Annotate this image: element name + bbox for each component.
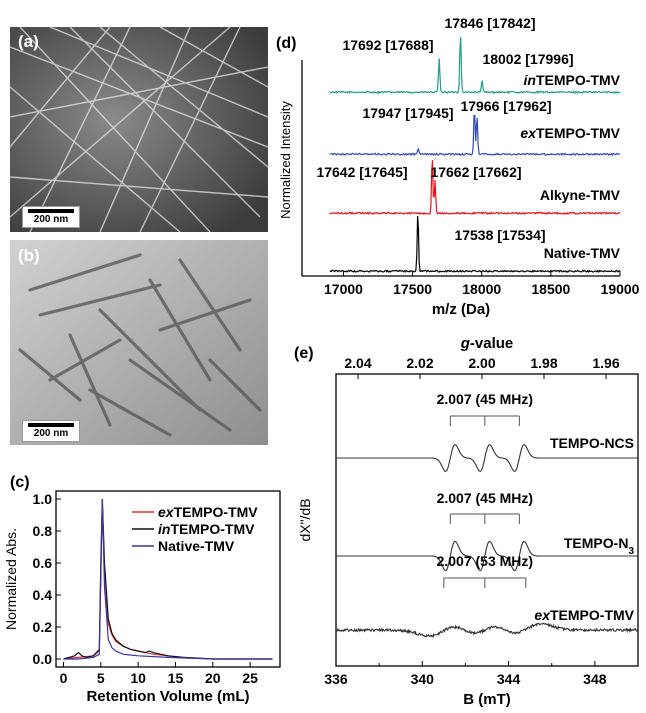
x-axis-label: Retention Volume (mL) xyxy=(86,688,249,705)
series-label: Alkyne-TMV xyxy=(540,187,621,203)
panel-label-e: (e) xyxy=(294,345,314,362)
x-tick-label: 18500 xyxy=(531,281,570,297)
y-tick-label: 0.0 xyxy=(33,651,53,667)
tem-image-b-texture xyxy=(10,240,268,445)
spectrum-Native-TMV xyxy=(329,215,621,273)
series-line-inTEMPO-TMV xyxy=(63,498,273,660)
x-tick-label: 344 xyxy=(497,671,521,687)
x-tick-label: 5 xyxy=(97,670,105,686)
scale-bar-line xyxy=(28,209,74,213)
x-tick-label: 20 xyxy=(205,670,221,686)
legend-entry: exTEMPO-TMV xyxy=(158,504,258,520)
spectrum-Alkyne-TMV xyxy=(329,160,620,216)
peak-annotation: 17692 [17688] xyxy=(342,37,433,53)
panel-label-d: (d) xyxy=(276,35,296,52)
x-axis-label: B (mT) xyxy=(463,691,511,708)
x-tick-label: 0 xyxy=(60,670,68,686)
chart-c-retention: (c) 0 5 10 15 20 25 0.0 0.2 0.4 0.6 0.8 1.0 Retention… xyxy=(3,474,281,705)
chart-e-epr: (e) g-value 2.04 2.02 2.00 1.98 1.96 336 340 344 3… xyxy=(294,335,639,708)
epr-spectrum-exTEMPO-TMV xyxy=(335,622,638,639)
x-axis-label: m/z (Da) xyxy=(432,301,490,318)
x-tick-label: 340 xyxy=(411,671,435,687)
top-tick-label: 2.02 xyxy=(406,355,433,371)
x-tick-label: 19000 xyxy=(601,281,640,297)
y-axis-label: Normalized Abs. xyxy=(3,528,19,630)
plot-frame xyxy=(55,490,281,668)
panel-label-c: (c) xyxy=(10,474,30,491)
x-tick-label: 25 xyxy=(242,670,258,686)
y-tick-label: 0.8 xyxy=(33,523,53,539)
peak-annotation: 17966 [17962] xyxy=(460,98,551,114)
epr-spectrum-TEMPO-NCS xyxy=(336,444,638,472)
scale-bar-a: 200 nm xyxy=(22,206,80,228)
series-label: exTEMPO-TMV xyxy=(520,125,620,141)
y-tick-label: 0.6 xyxy=(33,555,53,571)
x-tick-label: 10 xyxy=(130,670,146,686)
series-line-Native-TMV xyxy=(63,498,273,660)
hyperfine-annotation: 2.007 (53 MHz) xyxy=(437,553,533,569)
scale-bar-label: 200 nm xyxy=(33,214,69,225)
peak-annotation: 18002 [17996] xyxy=(482,51,573,67)
x-tick-label: 15 xyxy=(168,670,184,686)
spectrum-exTEMPO-TMV xyxy=(329,114,621,157)
tem-image-a-texture xyxy=(10,27,268,232)
series-label: Native-TMV xyxy=(544,245,621,261)
top-tick-label: 2.00 xyxy=(468,355,495,371)
top-tick-label: 2.04 xyxy=(344,355,371,371)
y-tick-label: 0.2 xyxy=(33,619,53,635)
legend-entry: Native-TMV xyxy=(158,538,235,554)
peak-annotation: 17642 [17645] xyxy=(316,164,407,180)
scale-bar-line xyxy=(28,423,74,427)
top-tick-label: 1.98 xyxy=(530,355,557,371)
top-axis-label: g-value xyxy=(460,335,514,352)
x-tick-label: 348 xyxy=(583,671,607,687)
x-tick-label: 18000 xyxy=(462,281,501,297)
panel-label-a: (a) xyxy=(18,32,39,51)
y-tick-label: 0.4 xyxy=(33,587,53,603)
series-label: TEMPO-NCS xyxy=(550,435,634,451)
y-axis-label: dX"/dB xyxy=(297,498,313,541)
tem-image-a xyxy=(10,27,268,232)
series-label: exTEMPO-TMV xyxy=(534,607,634,623)
scale-bar-label: 200 nm xyxy=(33,428,69,439)
scale-bar-b: 200 nm xyxy=(22,420,80,442)
hyperfine-annotation: 2.007 (45 MHz) xyxy=(437,391,533,407)
top-tick-label: 1.96 xyxy=(592,355,619,371)
peak-annotation: 17662 [17662] xyxy=(430,164,521,180)
peak-annotation: 17947 [17945] xyxy=(362,105,453,121)
peak-annotation: 17538 [17534] xyxy=(454,227,545,243)
series-label: inTEMPO-TMV xyxy=(524,72,621,88)
x-tick-label: 336 xyxy=(324,671,348,687)
peak-annotation: 17846 [17842] xyxy=(444,15,535,31)
chart-d-mass-spec: (d) 17000 17500 18000 18500 19000 m/z (Da) Norm… xyxy=(276,15,640,318)
y-tick-label: 1.0 xyxy=(33,491,53,507)
legend-entry: inTEMPO-TMV xyxy=(158,521,255,537)
plot-frame xyxy=(335,373,639,667)
tem-image-b xyxy=(10,240,268,445)
epr-spectrum-TEMPO-N3 xyxy=(336,540,638,572)
x-tick-label: 17500 xyxy=(393,281,432,297)
spectrum-inTEMPO-TMV xyxy=(329,37,621,95)
x-tick-label: 17000 xyxy=(324,281,363,297)
y-axis-label: Normalized Intensity xyxy=(278,101,293,219)
hyperfine-annotation: 2.007 (45 MHz) xyxy=(437,490,533,506)
panel-label-b: (b) xyxy=(18,246,40,265)
series-label: TEMPO-N3 xyxy=(564,535,635,557)
